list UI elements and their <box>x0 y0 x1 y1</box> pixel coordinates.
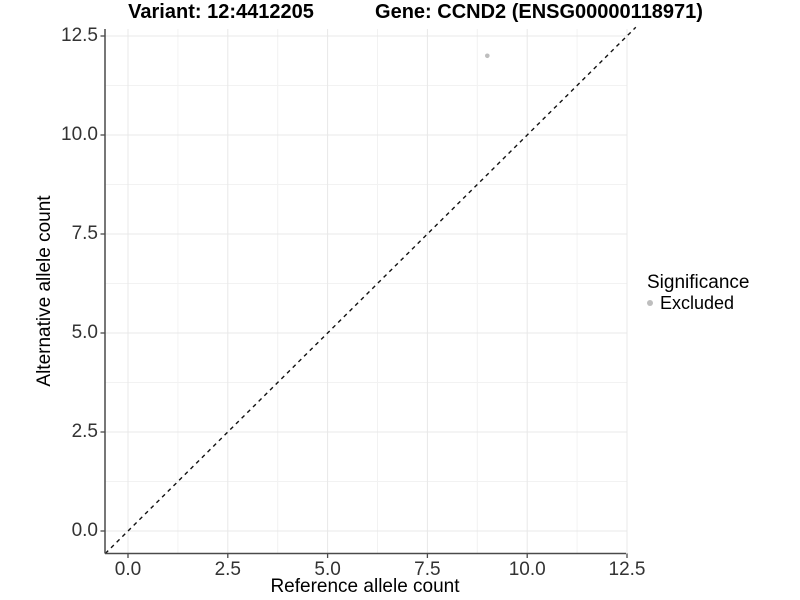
x-tick-label: 10.0 <box>508 558 546 580</box>
x-tick-label: 12.5 <box>608 558 646 580</box>
y-tick-label: 7.5 <box>71 223 98 244</box>
legend-key-point-icon <box>647 300 653 306</box>
y-tick-label: 2.5 <box>71 421 98 442</box>
x-tick-label: 5.0 <box>314 558 341 580</box>
y-tick-label: 0.0 <box>71 520 98 541</box>
y-tick-label: 12.5 <box>61 25 98 46</box>
x-axis-title: Reference allele count <box>270 576 460 597</box>
plot-title-variant: Variant: 12:4412205 <box>128 1 314 23</box>
identity-reference-line <box>104 26 637 554</box>
legend: Significance Excluded <box>647 272 749 313</box>
legend-item-label: Excluded <box>660 293 735 313</box>
data-point <box>485 53 490 59</box>
y-tick-label: 5.0 <box>71 322 98 343</box>
x-tick-label: 7.5 <box>414 558 441 580</box>
legend-item-excluded: Excluded <box>647 293 749 313</box>
x-tick-label: 2.5 <box>214 558 242 580</box>
plot-title-gene: Gene: CCND2 (ENSG00000118971) <box>375 1 703 23</box>
x-tick-label: 0.0 <box>114 558 142 580</box>
legend-title: Significance <box>647 272 750 293</box>
y-tick-label: 10.0 <box>61 124 98 145</box>
